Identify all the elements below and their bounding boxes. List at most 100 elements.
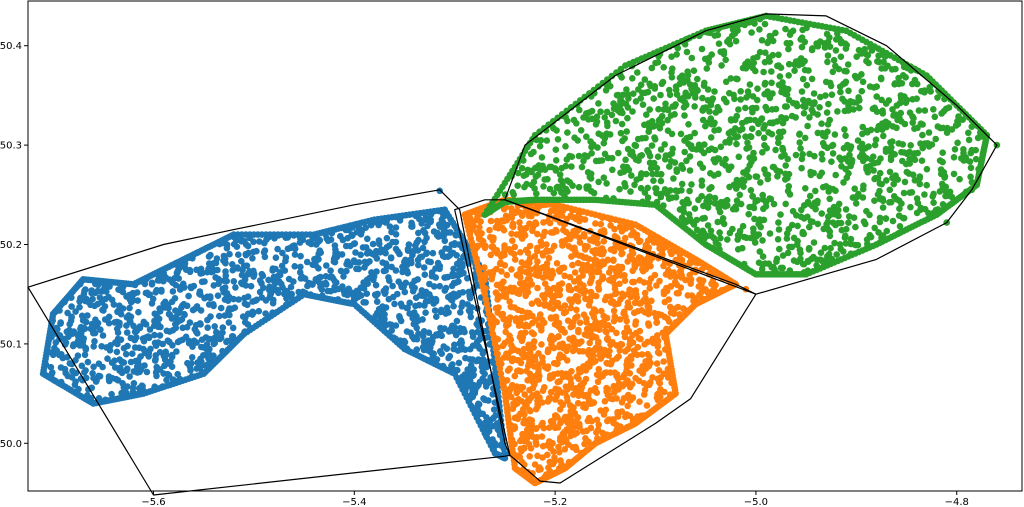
series-1-point <box>425 329 433 337</box>
series-3-point <box>814 129 822 137</box>
series-3-point <box>800 102 807 110</box>
series-1-point <box>343 267 350 275</box>
series-2-point <box>603 384 610 392</box>
series-2-point <box>550 242 558 250</box>
series-3-point <box>743 117 750 125</box>
series-2-point <box>497 253 505 260</box>
series-3-point <box>766 230 774 237</box>
series-3-point <box>601 150 609 158</box>
series-2-point <box>596 326 603 334</box>
series-2-point <box>535 364 542 372</box>
series-1-point <box>269 299 277 307</box>
series-1-point <box>90 363 97 371</box>
series-3-point <box>577 127 585 134</box>
series-3-point <box>684 92 692 100</box>
series-1-point <box>229 266 236 274</box>
series-1-point <box>57 364 65 371</box>
series-3-point <box>960 146 967 153</box>
series-2-point <box>569 261 576 269</box>
series-2-point <box>538 433 546 440</box>
series-1-point <box>159 340 166 348</box>
series-3-point <box>550 189 558 197</box>
series-2-point <box>600 238 608 245</box>
series-2-point <box>527 361 535 368</box>
series-1-point <box>63 328 71 336</box>
series-2-point <box>549 296 557 304</box>
series-1-point <box>405 241 413 248</box>
series-1-point <box>151 331 158 339</box>
series-1-point <box>284 245 292 253</box>
series-1-point <box>324 237 332 245</box>
series-3-point <box>651 134 658 141</box>
series-3-point <box>746 81 754 88</box>
series-3-point <box>810 253 817 261</box>
series-2-point <box>538 327 545 334</box>
series-3-point <box>627 188 634 195</box>
series-3-point <box>754 53 761 61</box>
series-3-point <box>686 217 694 224</box>
series-1-point <box>267 290 275 298</box>
series-1-point <box>283 287 291 295</box>
series-1-point <box>436 187 444 195</box>
series-1-point <box>92 316 99 324</box>
series-3-point <box>691 103 698 110</box>
series-1-point <box>415 229 422 237</box>
series-2-point <box>526 272 533 279</box>
series-2-point <box>604 360 611 367</box>
series-3-point <box>628 148 636 156</box>
series-2-point <box>570 404 577 411</box>
series-2-point <box>633 329 640 337</box>
series-2-point <box>580 311 588 319</box>
series-3-point <box>524 166 532 174</box>
series-2-point <box>670 310 678 318</box>
series-2-point <box>495 360 503 368</box>
series-3-point <box>831 131 839 138</box>
series-2-point <box>641 391 648 398</box>
series-2-point <box>517 224 524 232</box>
series-3-point <box>631 181 638 189</box>
series-3-point <box>621 180 628 187</box>
series-1-point <box>432 274 440 281</box>
series-1-point <box>482 383 490 390</box>
series-3-point <box>698 45 706 53</box>
series-1-point <box>241 300 249 308</box>
series-1-point <box>351 240 359 247</box>
series-2-point <box>624 290 632 298</box>
series-1-point <box>465 288 473 296</box>
series-2-point <box>520 419 527 427</box>
series-3-point <box>645 149 652 156</box>
series-2-point <box>501 390 509 397</box>
series-2-point <box>498 281 505 288</box>
series-1-point <box>274 245 281 253</box>
series-3-point <box>907 203 914 211</box>
series-2-point <box>576 239 584 246</box>
series-1-point <box>140 345 147 353</box>
series-3-point <box>670 175 677 182</box>
series-1-point <box>400 283 408 290</box>
series-3-point <box>706 185 713 193</box>
series-1-point <box>381 315 388 323</box>
series-2-point <box>615 300 622 308</box>
series-3-point <box>810 239 818 246</box>
series-3-point <box>769 51 777 59</box>
series-1-point <box>430 283 438 290</box>
series-3-point <box>559 181 566 189</box>
series-3-point <box>746 154 753 161</box>
series-3-point <box>727 75 735 82</box>
series-2-point <box>556 354 564 362</box>
series-3-point <box>637 95 645 102</box>
series-3-point <box>761 142 768 149</box>
series-2-point <box>580 290 587 297</box>
series-3 <box>481 12 1001 278</box>
series-2-point <box>680 305 687 312</box>
series-2-point <box>613 289 620 297</box>
series-3-point <box>648 64 656 72</box>
series-3-point <box>764 175 772 183</box>
series-2-point <box>646 353 653 361</box>
series-3-point <box>761 81 769 88</box>
series-1-point <box>476 378 484 386</box>
series-2-point <box>583 267 590 274</box>
series-3-point <box>825 213 832 220</box>
series-3-point <box>781 103 789 110</box>
series-1-point <box>224 337 231 345</box>
